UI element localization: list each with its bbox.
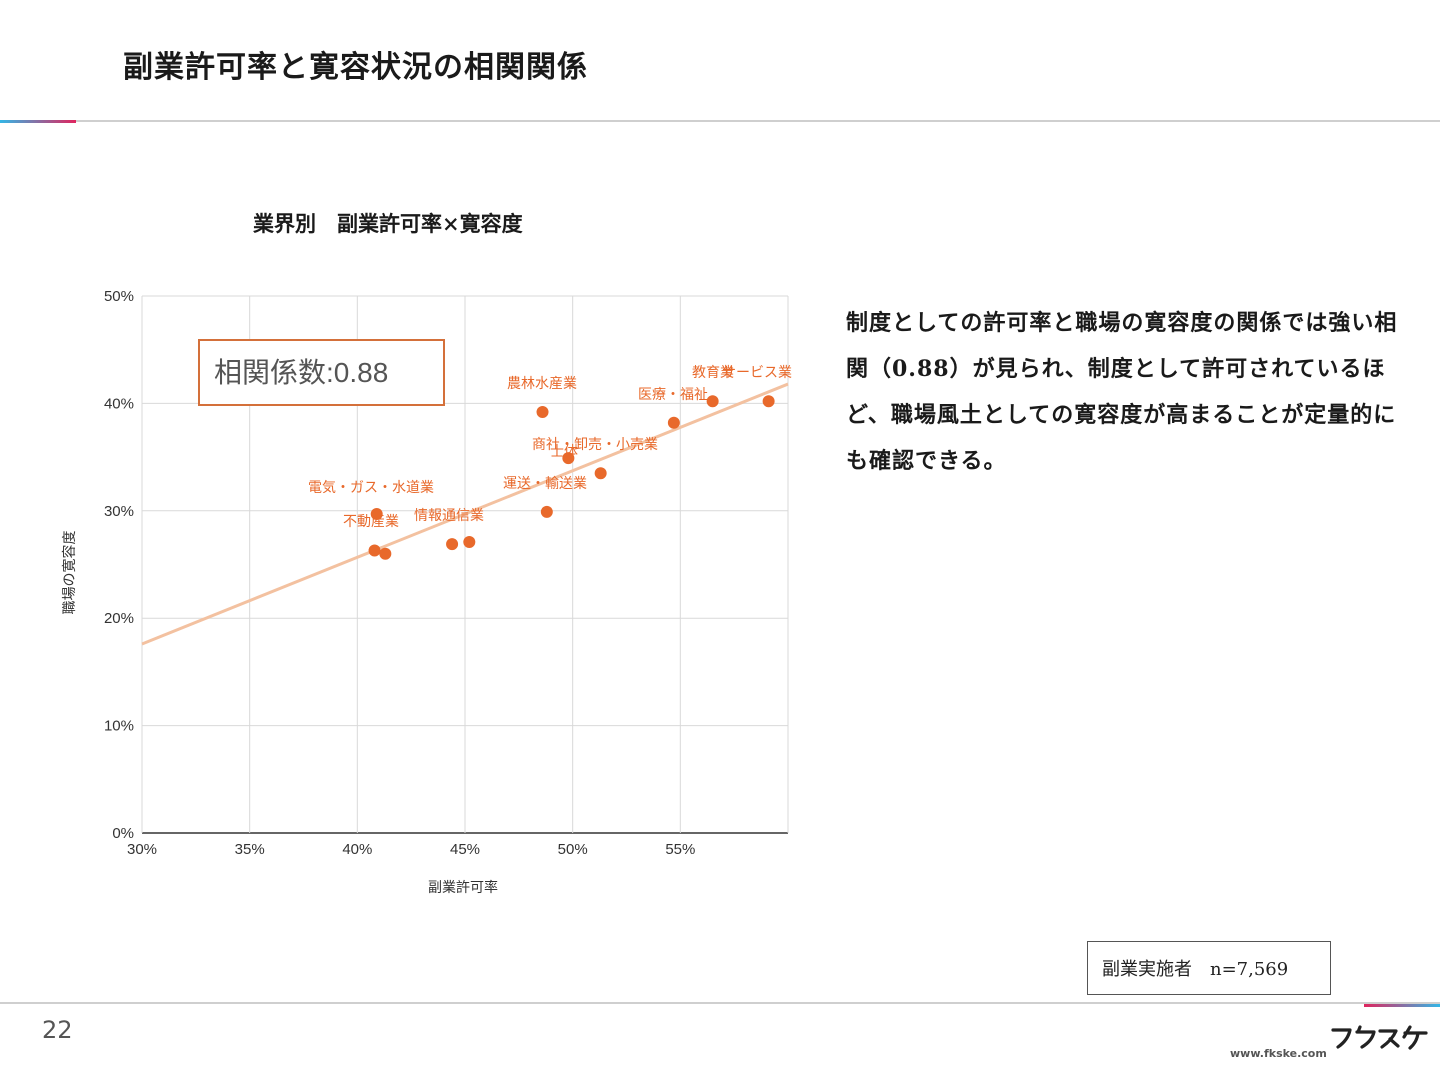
x-tick-label: 55%: [665, 841, 695, 858]
data-label: サービス業: [722, 364, 792, 380]
fukusuke-logo: [1331, 1025, 1428, 1050]
data-point: [562, 452, 575, 465]
y-axis-title: 職場の寛容度: [61, 531, 77, 615]
data-point: [368, 544, 381, 557]
x-tick-label: 35%: [235, 841, 265, 858]
y-tick-label: 10%: [104, 718, 134, 735]
data-point: [540, 505, 553, 518]
data-point: [536, 405, 549, 418]
header-accent-bar: [0, 120, 76, 123]
data-point: [667, 416, 680, 429]
footer-accent-bar: [1364, 1004, 1440, 1007]
x-axis-title: 副業許可率: [428, 879, 498, 895]
y-tick-label: 50%: [104, 288, 134, 305]
data-label: 商社・卸売・小売業: [532, 436, 658, 452]
data-point: [446, 538, 459, 551]
correlation-label: 相関係数:0.88: [214, 357, 388, 388]
page-title: 副業許可率と寛容状況の相関関係: [123, 50, 588, 85]
data-label: 電気・ガス・水道業: [308, 479, 434, 495]
header-divider: [0, 120, 1440, 122]
data-point: [370, 508, 383, 521]
data-point: [463, 535, 476, 548]
data-point: [762, 395, 775, 408]
x-tick-label: 45%: [450, 841, 480, 858]
site-url: www.fkske.com: [1230, 1047, 1327, 1060]
data-point: [594, 467, 607, 480]
chart-title: 業界別 副業許可率×寛容度: [253, 211, 523, 236]
data-label: 教育業: [692, 364, 734, 380]
data-point: [706, 395, 719, 408]
x-tick-label: 40%: [342, 841, 372, 858]
data-point: [379, 547, 392, 560]
y-tick-label: 20%: [104, 610, 134, 627]
body-text: 制度としての許可率と職場の寛容度の関係では強い相関（0.88）が見られ、制度とし…: [846, 310, 1398, 474]
y-tick-label: 0%: [112, 825, 134, 842]
footer-divider: [0, 1002, 1440, 1004]
data-label: 士体: [550, 443, 578, 459]
x-tick-label: 30%: [127, 841, 157, 858]
data-label: 不動産業: [343, 513, 399, 529]
data-label: 情報通信業: [414, 507, 484, 523]
x-tick-label: 50%: [558, 841, 588, 858]
page-number: 22: [42, 1016, 73, 1044]
data-label: 運送・輸送業: [503, 475, 587, 491]
data-label: 農林水産業: [507, 375, 577, 391]
y-tick-label: 30%: [104, 503, 134, 520]
trendline: [141, 382, 789, 646]
correlation-box: [198, 339, 445, 406]
data-label: 医療・福祉: [638, 386, 708, 402]
y-tick-label: 40%: [104, 395, 134, 412]
sample-size-box: 副業実施者 n=7,569: [1087, 941, 1331, 995]
